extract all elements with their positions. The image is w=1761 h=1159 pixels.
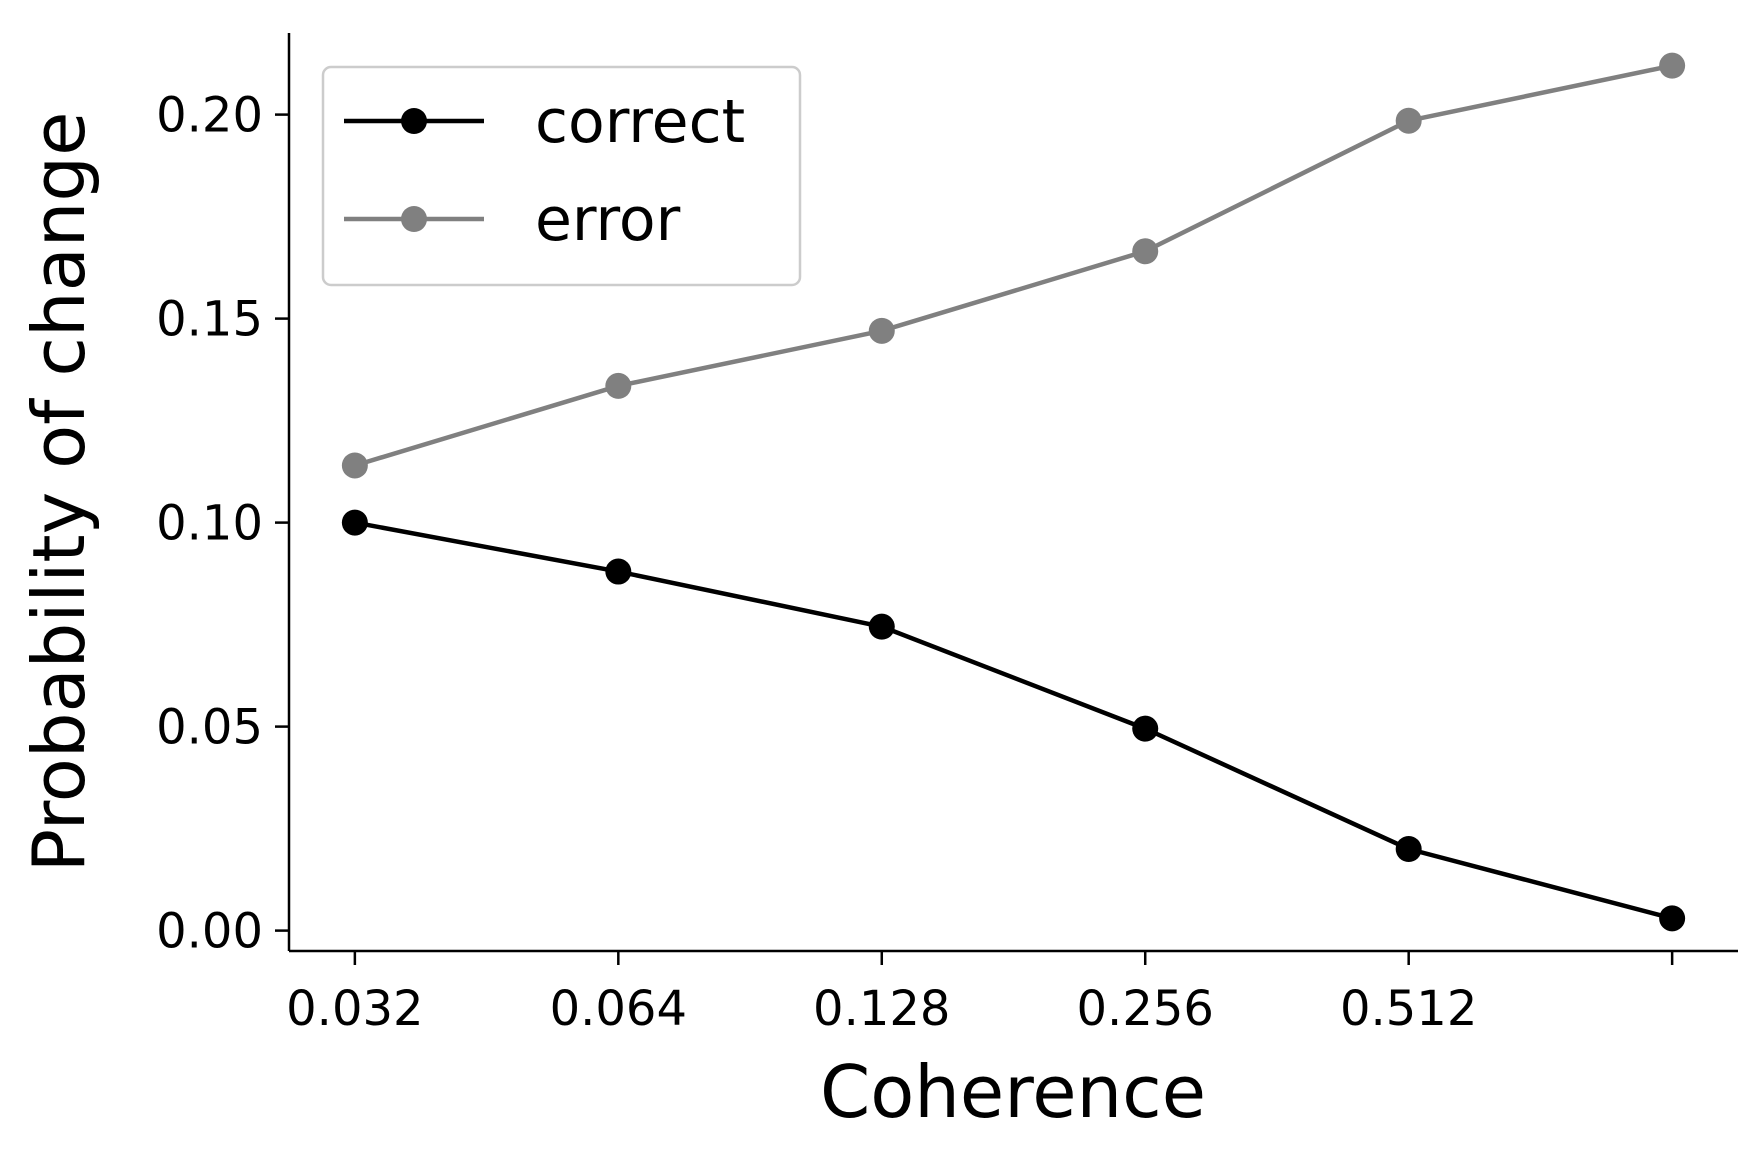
x-tick-label: 0.256 (1077, 981, 1214, 1037)
series-correct (341, 509, 1686, 932)
data-point-error (868, 317, 895, 344)
data-point-correct (1659, 905, 1686, 932)
y-tick-label: 0.20 (156, 88, 263, 144)
series-line-correct (354, 520, 1673, 921)
data-point-correct (1395, 836, 1422, 862)
series-error (341, 52, 1686, 479)
x-tick-label: 0.512 (1340, 981, 1477, 1037)
data-point-error (1395, 107, 1422, 134)
data-point-error (1659, 52, 1686, 79)
y-tick-label: 0.00 (156, 904, 263, 960)
x-tick-label: 0.064 (550, 981, 687, 1037)
plot-area (341, 52, 1686, 932)
series-line-error (354, 63, 1673, 468)
legend-marker-correct (401, 108, 427, 134)
y-axis-title: Probability of change (17, 112, 101, 873)
data-point-error (1132, 238, 1159, 265)
y-tick-label: 0.10 (156, 496, 263, 552)
legend: correct error (321, 65, 802, 287)
y-tick-label: 0.15 (156, 292, 263, 348)
x-axis-title: Coherence (820, 1050, 1206, 1134)
data-point-correct (341, 509, 368, 536)
x-tick-label: 0.032 (286, 981, 423, 1037)
data-point-correct (868, 613, 895, 640)
x-ticks: 0.032 0.064 0.128 0.256 0.512 (286, 951, 1674, 1037)
y-tick-label: 0.05 (156, 700, 263, 756)
data-point-correct (605, 558, 632, 585)
legend-label-correct: correct (535, 87, 745, 157)
data-point-error (605, 372, 632, 399)
legend-label-error: error (535, 185, 681, 255)
x-tick-label: 0.128 (813, 981, 950, 1037)
legend-marker-error (401, 206, 427, 232)
axes (287, 33, 1738, 953)
data-point-correct (1132, 715, 1159, 742)
data-point-error (341, 452, 368, 479)
y-ticks: 0.00 0.05 0.10 0.15 0.20 (156, 88, 289, 960)
